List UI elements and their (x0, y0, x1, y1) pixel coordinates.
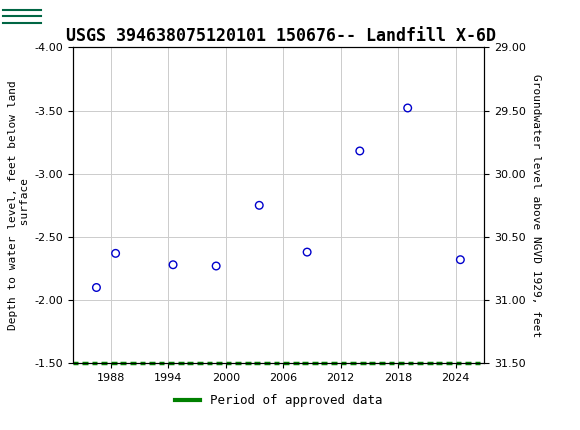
Point (212, 263, 221, 270)
Y-axis label: Groundwater level above NGVD 1929, feet: Groundwater level above NGVD 1929, feet (531, 74, 542, 337)
Text: USGS: USGS (44, 9, 90, 24)
Y-axis label: Depth to water level, feet below land
 surface: Depth to water level, feet below land su… (8, 80, 30, 330)
Point (303, 249, 312, 255)
Point (255, 202, 264, 209)
Text: USGS 394638075120101 150676-- Landfill X-6D: USGS 394638075120101 150676-- Landfill X… (66, 27, 496, 45)
Legend: Period of approved data: Period of approved data (169, 390, 387, 412)
Point (403, 104, 412, 111)
Point (355, 147, 364, 154)
FancyBboxPatch shape (3, 3, 78, 30)
Point (456, 256, 465, 263)
Point (92, 284, 101, 291)
Point (111, 250, 120, 257)
Point (168, 261, 177, 268)
